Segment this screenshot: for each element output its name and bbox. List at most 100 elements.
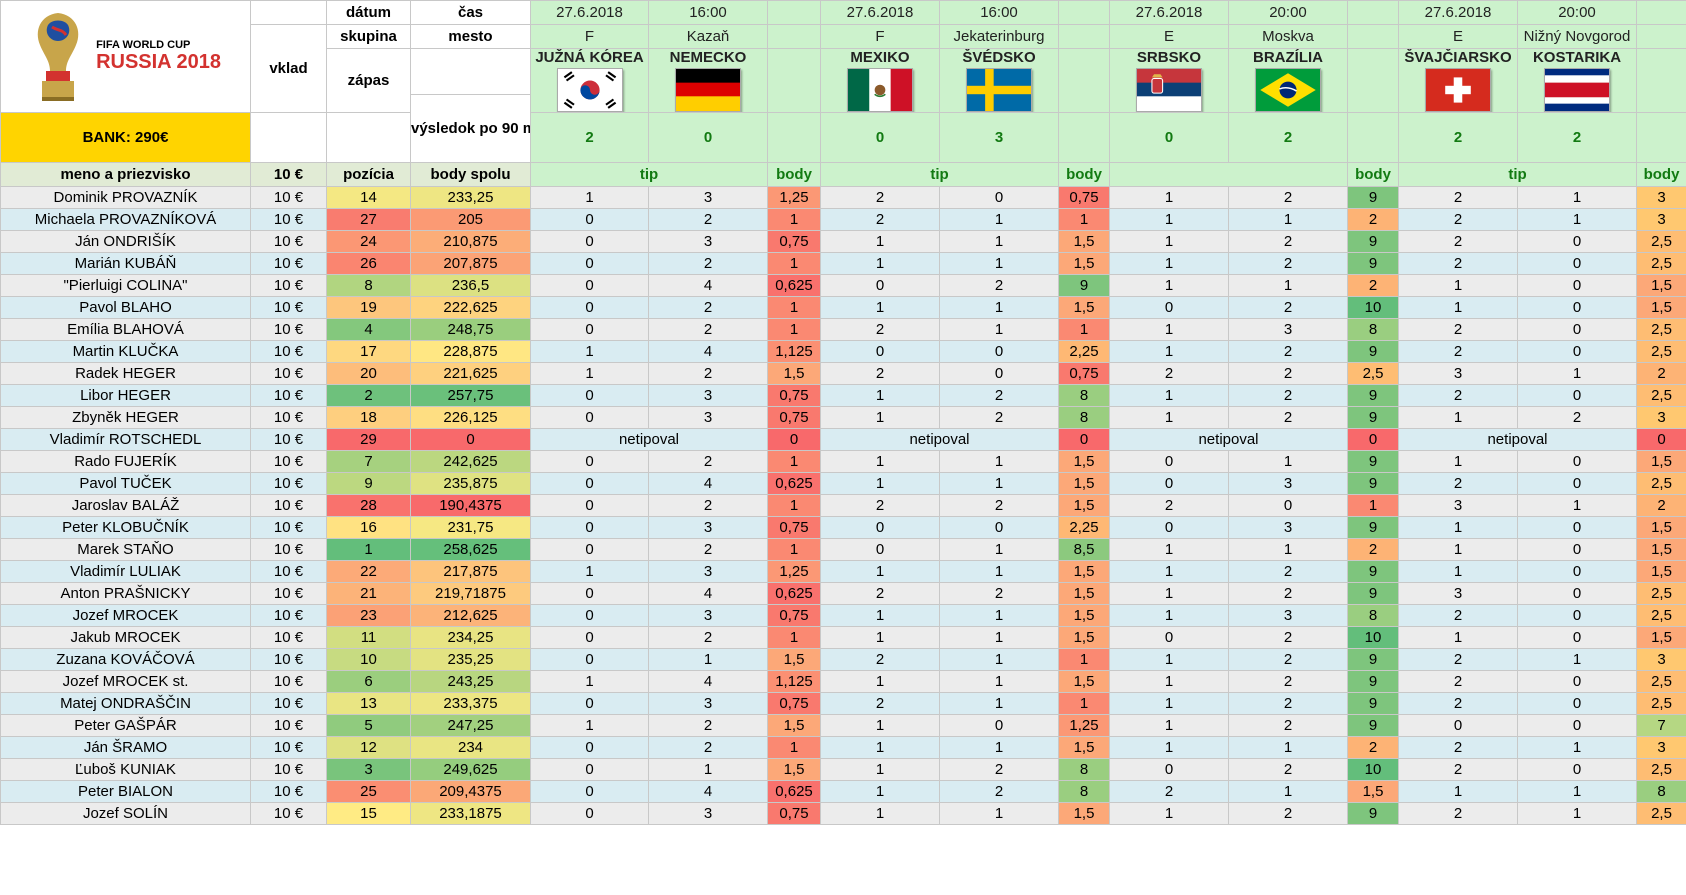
tip-home: 2: [820, 208, 940, 231]
tip-away: 3: [648, 516, 768, 539]
tip-home: 1: [1109, 384, 1229, 407]
match-points: 1,5: [767, 362, 821, 385]
tip-home: 1: [1109, 692, 1229, 715]
tip-home: 0: [530, 252, 649, 275]
tip-home: 1: [1398, 780, 1518, 803]
match-points: 9: [1347, 516, 1399, 539]
match-points: 3: [1636, 208, 1686, 231]
world-cup-trophy-icon: [37, 12, 79, 101]
tip-home: 0: [1109, 450, 1229, 473]
player-stake: 10 €: [250, 582, 327, 605]
tip-home: 1: [530, 362, 649, 385]
tip-home: 1: [1398, 538, 1518, 561]
tip-away: 0: [1517, 384, 1637, 407]
match-city: Moskva: [1228, 24, 1348, 49]
south-korea-flag-icon: [556, 68, 623, 112]
player-row: Jozef SOLÍN 10 €15 233,1875 0 3 0,75 1 1 1,5 1 2 9 2…: [0, 802, 1686, 825]
match-points: 1,5: [1058, 670, 1110, 693]
tip-home: 1: [1398, 560, 1518, 583]
tip-home: 2: [1398, 692, 1518, 715]
match-points: 1,5: [1636, 274, 1686, 297]
tip-away: 3: [648, 406, 768, 429]
tip-away: 1: [648, 758, 768, 781]
player-row: Matej ONDRAŠČIN 10 €13 233,375 0 3 0,75 2 1 1 1 2 9…: [0, 692, 1686, 715]
match-points: 0,75: [767, 516, 821, 539]
player-total: 247,25: [410, 714, 531, 737]
player-stake: 10 €: [250, 670, 327, 693]
tip-away: 1: [939, 208, 1059, 231]
player-total: 0: [410, 428, 531, 451]
tip-home: 0: [530, 538, 649, 561]
player-name: "Pierluigi COLINA": [0, 274, 251, 297]
player-total: 234: [410, 736, 531, 759]
match-points: 1,125: [767, 670, 821, 693]
match-points: 8: [1347, 604, 1399, 627]
player-total: 233,375: [410, 692, 531, 715]
tip-home: 1: [1109, 274, 1229, 297]
player-name: Peter BIALON: [0, 780, 251, 803]
player-stake: 10 €: [250, 230, 327, 253]
tip-away: 2: [648, 296, 768, 319]
tip-away: 2: [1228, 406, 1348, 429]
tip-home: 0: [530, 450, 649, 473]
tip-away: 1: [939, 450, 1059, 473]
tip-away: 4: [648, 472, 768, 495]
match-points: 1,5: [767, 714, 821, 737]
tip-away: 0: [939, 186, 1059, 209]
player-stake: 10 €: [250, 692, 327, 715]
tip-home: 1: [820, 472, 940, 495]
tip-away: 1: [1517, 362, 1637, 385]
player-total: 210,875: [410, 230, 531, 253]
home-score: 2: [530, 112, 649, 163]
meno-header: meno a priezvisko: [0, 162, 251, 187]
tip-away: 1: [939, 802, 1059, 825]
match-date: 27.6.2018: [820, 0, 940, 25]
tip-away: 1: [939, 230, 1059, 253]
player-row: Marek STAŇO 10 €1 258,625 0 2 1 0 1 8,5 1 1 2 1 0 1,5: [0, 538, 1686, 561]
match-points: 1,5: [1636, 626, 1686, 649]
tip-away: 1: [1228, 450, 1348, 473]
tip-away: 1: [939, 736, 1059, 759]
tip-away: 1: [939, 538, 1059, 561]
match-points: 0,75: [767, 692, 821, 715]
player-position: 20: [326, 362, 411, 385]
player-position: 28: [326, 494, 411, 517]
tip-home: 0: [530, 780, 649, 803]
player-name: Jozef MROCEK st.: [0, 670, 251, 693]
player-stake: 10 €: [250, 604, 327, 627]
tip-home: 2: [1398, 208, 1518, 231]
away-score: 3: [939, 112, 1059, 163]
match-points: 1: [1058, 692, 1110, 715]
match-points: 1,5: [1636, 538, 1686, 561]
player-stake: 10 €: [250, 274, 327, 297]
tip-home: 2: [1109, 780, 1229, 803]
player-position: 5: [326, 714, 411, 737]
tip-away: 0: [1517, 582, 1637, 605]
match-points: 8: [1058, 758, 1110, 781]
tip-away: 0: [939, 714, 1059, 737]
player-position: 9: [326, 472, 411, 495]
player-total: 235,875: [410, 472, 531, 495]
player-name: Michaela PROVAZNÍKOVÁ: [0, 208, 251, 231]
tip-home: 3: [1398, 582, 1518, 605]
match-points: 1,5: [1058, 802, 1110, 825]
tip-home: 2: [1398, 252, 1518, 275]
tip-home: 0: [530, 472, 649, 495]
tip-away: 1: [939, 296, 1059, 319]
tip-away: 3: [1228, 516, 1348, 539]
tip-home: 1: [820, 230, 940, 253]
player-stake: 10 €: [250, 318, 327, 341]
match-points: 1,5: [767, 758, 821, 781]
tip-away: 3: [648, 186, 768, 209]
tip-away: 2: [939, 758, 1059, 781]
player-name: Emília BLAHOVÁ: [0, 318, 251, 341]
match-points: 9: [1347, 714, 1399, 737]
tip-home: 2: [1398, 736, 1518, 759]
tip-away: 2: [648, 450, 768, 473]
tip-home: 3: [1398, 362, 1518, 385]
tip-home: 1: [820, 758, 940, 781]
tip-home: 0: [530, 582, 649, 605]
tip-away: 2: [648, 252, 768, 275]
match-time: 16:00: [648, 0, 768, 25]
tip-away: 1: [939, 670, 1059, 693]
